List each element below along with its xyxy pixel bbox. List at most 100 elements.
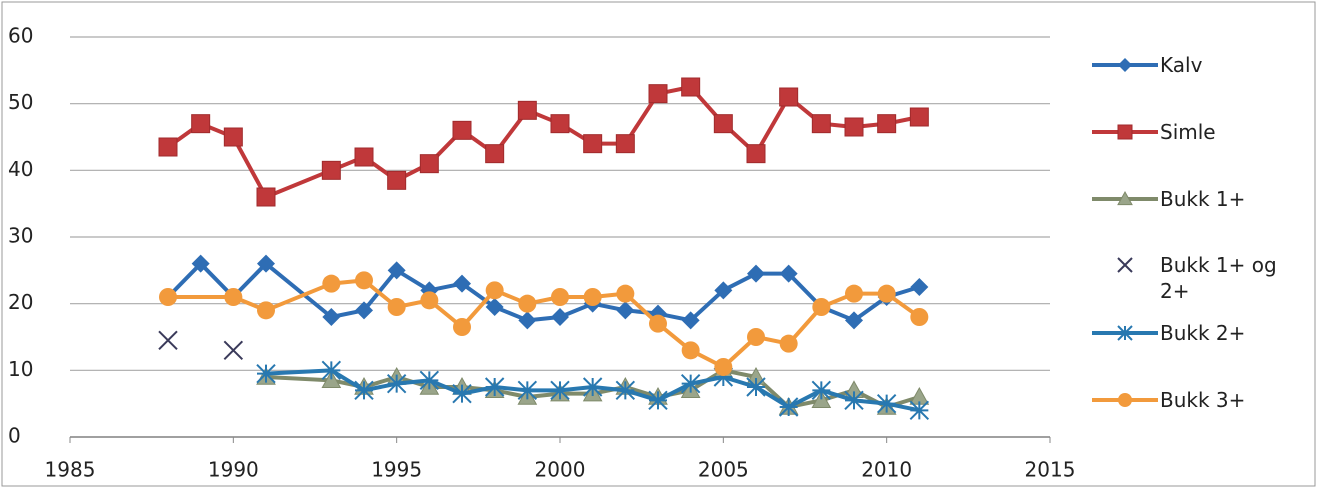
marker: [159, 288, 177, 306]
marker: [1118, 58, 1132, 72]
marker: [779, 264, 798, 283]
marker: [909, 400, 930, 421]
x-tick-label: 1990: [208, 458, 259, 482]
marker: [419, 154, 439, 174]
marker: [845, 284, 863, 303]
legend-label: Kalv: [1160, 53, 1203, 77]
marker: [485, 144, 505, 164]
marker: [551, 308, 569, 326]
x-tick-label: 2010: [861, 458, 912, 482]
marker: [322, 274, 341, 293]
marker: [158, 137, 178, 157]
marker: [257, 254, 275, 273]
marker: [517, 100, 537, 120]
marker: [1117, 325, 1133, 341]
marker: [747, 264, 765, 283]
marker: [844, 390, 864, 411]
y-tick-label: 10: [8, 357, 33, 381]
marker: [485, 281, 504, 300]
legend-swatch: [1092, 325, 1158, 341]
marker: [680, 373, 701, 394]
y-tick-label: 50: [8, 90, 33, 114]
legend-item: Kalv: [1090, 52, 1295, 78]
marker: [747, 328, 765, 346]
y-tick-label: 0: [8, 424, 21, 448]
x-tick-label: 1995: [371, 458, 422, 482]
marker: [615, 380, 636, 401]
marker: [713, 114, 733, 134]
y-tick-label: 30: [8, 224, 33, 248]
marker: [420, 291, 439, 310]
marker: [681, 77, 701, 97]
marker: [1117, 257, 1133, 273]
marker: [778, 397, 799, 417]
marker: [256, 187, 276, 207]
y-tick-label: 40: [8, 157, 33, 181]
marker: [876, 393, 897, 414]
marker: [583, 134, 603, 154]
legend-item: Bukk 2+: [1090, 320, 1295, 346]
marker: [811, 390, 832, 409]
legend-label: Bukk 3+: [1160, 388, 1246, 412]
legend-item: Simle: [1090, 119, 1295, 145]
marker: [648, 390, 668, 411]
x-tick-label: 2015: [1025, 458, 1076, 482]
marker: [845, 311, 863, 330]
marker: [811, 380, 832, 401]
marker: [812, 298, 831, 316]
marker: [714, 281, 733, 300]
legend-swatch: [1092, 393, 1158, 407]
marker: [322, 308, 341, 326]
marker: [714, 358, 733, 376]
marker: [877, 284, 896, 303]
marker: [616, 301, 635, 320]
marker: [518, 294, 537, 313]
legend-label: Bukk 2+: [1160, 321, 1246, 345]
legend-item: Bukk 3+: [1090, 387, 1295, 413]
marker: [321, 360, 342, 381]
y-tick-label: 20: [8, 290, 33, 314]
series-line: [166, 261, 920, 323]
marker: [648, 84, 668, 104]
marker: [321, 370, 342, 389]
marker: [909, 107, 929, 127]
marker: [386, 373, 407, 394]
legend-label: Bukk 1+ og 2+: [1160, 253, 1277, 303]
marker: [616, 284, 635, 303]
series-line: [168, 278, 921, 369]
marker: [681, 341, 700, 360]
marker: [649, 314, 667, 333]
marker: [355, 301, 373, 320]
marker: [257, 301, 275, 320]
marker: [615, 134, 635, 154]
marker: [681, 311, 700, 330]
marker: [191, 114, 211, 134]
marker: [354, 380, 374, 401]
marker: [844, 117, 864, 137]
marker: [582, 377, 603, 397]
marker: [387, 298, 406, 316]
marker: [256, 363, 276, 384]
y-tick-label: 60: [8, 24, 33, 48]
x-tick-label: 2005: [698, 458, 749, 482]
marker: [419, 370, 440, 391]
legend-swatch: [1092, 58, 1158, 72]
marker: [485, 298, 504, 316]
marker: [551, 288, 569, 306]
legend-swatch: [1092, 190, 1158, 206]
marker: [1117, 190, 1133, 206]
marker: [583, 288, 602, 306]
marker: [713, 367, 734, 387]
marker: [354, 147, 374, 167]
marker: [910, 308, 929, 326]
x-tick-label: 1985: [45, 458, 96, 482]
marker: [223, 127, 243, 147]
marker: [550, 380, 570, 401]
marker: [746, 377, 766, 397]
marker: [811, 114, 831, 134]
marker: [387, 170, 407, 190]
marker: [453, 274, 471, 293]
marker: [779, 87, 799, 107]
